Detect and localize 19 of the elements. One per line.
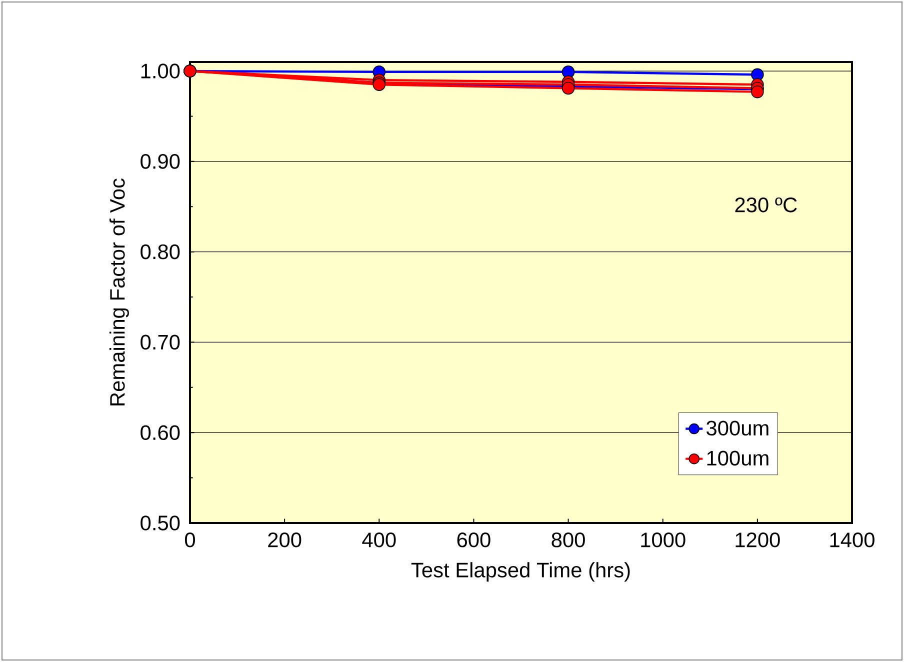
x-tick-label: 1400 [830, 532, 874, 548]
y-axis-title: Remaining Factor of Voc [109, 178, 129, 406]
y-tick-label: 0.90 [140, 154, 180, 169]
x-tick-label: 600 [457, 532, 490, 548]
x-tick-label: 800 [552, 532, 585, 548]
y-tick-label: 1.00 [141, 64, 180, 78]
legend-label: 100um [707, 450, 768, 466]
x-tick-label: 0 [184, 532, 195, 548]
annotation: 230 ºC [735, 197, 797, 212]
x-tick-label: 1200 [736, 532, 780, 548]
y-tick-label: 0.50 [140, 516, 180, 530]
x-tick-label: 400 [362, 532, 396, 548]
legend-label: 300um [706, 420, 768, 436]
y-tick-label: 0.80 [140, 244, 180, 260]
x-tick-label: 1000 [641, 532, 686, 548]
y-tick-label: 0.60 [140, 425, 180, 440]
x-tick-label: 200 [268, 532, 302, 548]
x-axis-title: Test Elapsed Time (hrs) [411, 562, 630, 582]
y-tick-label: 0.70 [140, 334, 180, 350]
